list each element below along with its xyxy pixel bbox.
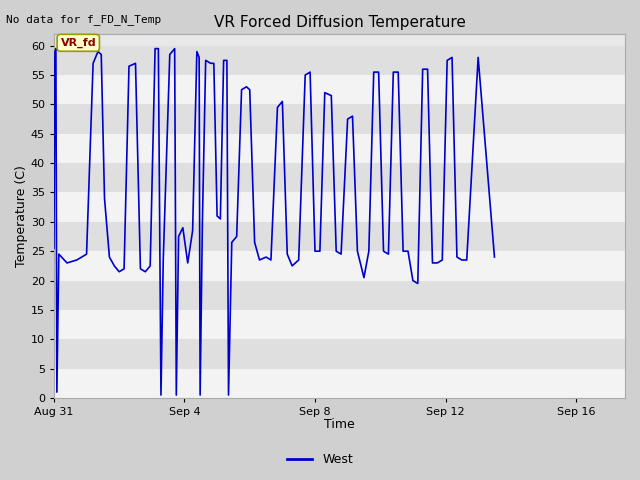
Legend: West: West [282,448,358,471]
X-axis label: Time: Time [324,419,355,432]
Y-axis label: Temperature (C): Temperature (C) [15,165,28,267]
Bar [54,310,625,339]
Bar [54,280,625,310]
Bar [54,163,625,192]
Bar [54,75,625,105]
Bar [54,222,625,251]
Bar [54,369,625,398]
Title: VR Forced Diffusion Temperature: VR Forced Diffusion Temperature [214,15,465,30]
Bar [54,105,625,134]
Bar [54,251,625,280]
Bar [54,192,625,222]
Text: VR_fd: VR_fd [60,38,96,48]
Bar [54,339,625,369]
Bar [54,46,625,75]
Text: No data for f_FD_N_Temp: No data for f_FD_N_Temp [6,14,162,25]
Bar [54,134,625,163]
